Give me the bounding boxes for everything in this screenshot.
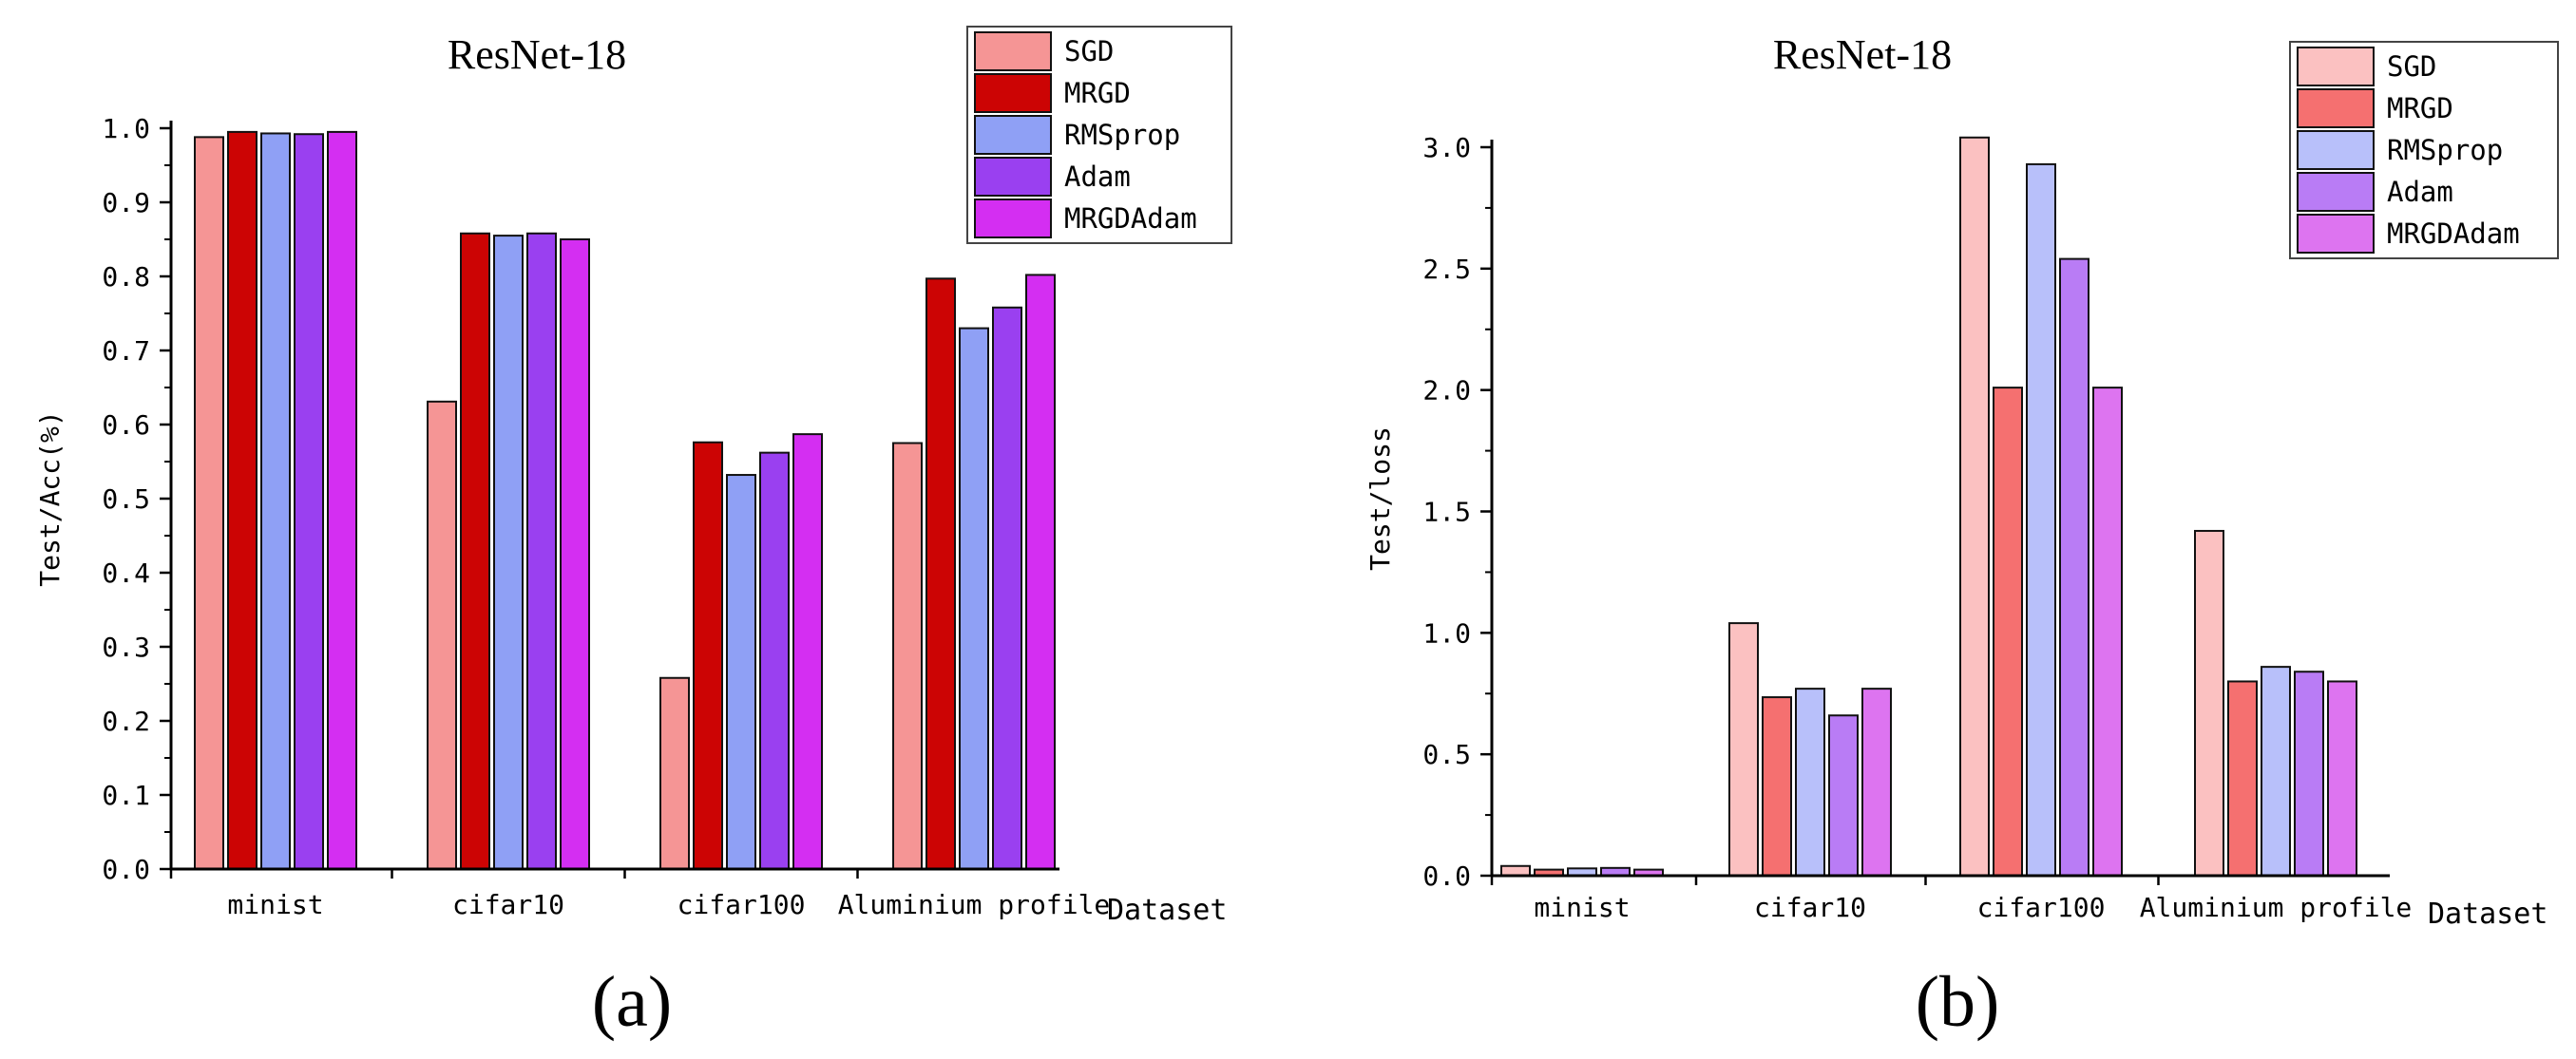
bar-mrgdadam-minist	[327, 130, 357, 870]
y-tick-label: 0.0	[102, 854, 150, 885]
legend-label-adam: Adam	[2387, 176, 2453, 208]
legend-label-adam: Adam	[1064, 161, 1131, 193]
bar-adam-cifar10	[526, 232, 557, 870]
bar-mrgd-cifar10	[1762, 696, 1792, 878]
bar-rmsprop-cifar10	[1795, 688, 1825, 877]
bar-mrgd-aluminium-profile	[2227, 680, 2258, 878]
legend-label-mrgd: MRGD	[1064, 77, 1131, 109]
legend-swatch-rmsprop	[2297, 130, 2375, 170]
y-tick-label: 3.0	[1422, 132, 1471, 163]
bar-rmsprop-aluminium-profile	[959, 327, 989, 871]
x-axis-title: Dataset	[1107, 894, 1227, 927]
bar-sgd-cifar100	[659, 676, 690, 871]
legend: SGD MRGD RMSprop Adam MRGDAdam	[2289, 41, 2559, 259]
bar-rmsprop-cifar100	[2026, 162, 2056, 877]
bar-sgd-cifar100	[1959, 136, 1990, 878]
bar-sgd-aluminium-profile	[892, 442, 923, 870]
y-tick-label: 2.0	[1422, 375, 1471, 407]
x-tick-label: Aluminium profile	[2140, 892, 2413, 923]
x-tick-label: minist	[1534, 892, 1630, 923]
bar-mrgdadam-cifar10	[1861, 688, 1892, 877]
legend-swatch-mrgdadam	[2297, 214, 2375, 254]
bar-mrgd-cifar10	[460, 232, 490, 870]
bar-sgd-minist	[194, 136, 224, 871]
y-tick-label: 2.5	[1422, 254, 1471, 285]
bar-mrgdadam-cifar100	[792, 433, 823, 870]
x-tick-label: minist	[227, 889, 323, 920]
x-tick-label: cifar10	[1754, 892, 1866, 923]
chart-panel-b: ResNet-18 0.0 0.5 1.0 1.5 2.0 2.5 3.0 minist cifa…	[1364, 31, 2559, 1042]
legend-swatch-mrgd	[2297, 88, 2375, 128]
y-tick-label: 0.9	[102, 187, 150, 218]
bar-adam-cifar100	[2059, 257, 2089, 877]
bar-rmsprop-cifar10	[493, 235, 524, 871]
chart-title: ResNet-18	[1773, 31, 1952, 78]
bar-adam-aluminium-profile	[2294, 671, 2324, 877]
x-axis-title: Dataset	[2428, 898, 2547, 931]
bar-mrgd-minist	[227, 130, 258, 870]
y-tick-label: 1.0	[1422, 617, 1471, 649]
legend-swatch-adam	[974, 157, 1052, 197]
bar-sgd-cifar10	[1728, 622, 1759, 878]
y-tick-label: 0.0	[1422, 860, 1471, 892]
legend-swatch-adam	[2297, 172, 2375, 212]
x-tick-label: Aluminium profile	[838, 889, 1111, 920]
chart-title: ResNet-18	[448, 31, 626, 78]
bar-mrgdadam-aluminium-profile	[1025, 274, 1056, 870]
legend-label-mrgd: MRGD	[2387, 92, 2453, 124]
bar-mrgd-cifar100	[1993, 387, 2023, 877]
bar-rmsprop-aluminium-profile	[2261, 666, 2291, 877]
legend-swatch-rmsprop	[974, 115, 1052, 155]
y-tick-label: 0.4	[102, 558, 150, 589]
panel-label: (a)	[592, 962, 672, 1042]
y-axis-title: Test/loss	[1364, 426, 1396, 571]
bar-adam-cifar10	[1828, 714, 1859, 878]
x-tick-label: cifar100	[1977, 892, 2106, 923]
bar-mrgd-cifar100	[693, 441, 723, 870]
legend-swatch-sgd	[2297, 47, 2375, 86]
bar-sgd-cifar10	[427, 400, 457, 870]
legend-label-mrgdadam: MRGDAdam	[1064, 202, 1197, 235]
chart-panel-a: ResNet-18 0.0 0.1 0.2 0.3 0.4 0.5 0.6 0.7 0.8 0.9 1…	[34, 26, 1232, 1042]
legend-swatch-sgd	[974, 31, 1052, 71]
x-tick-label: cifar10	[452, 889, 564, 920]
legend-label-rmsprop: RMSprop	[2387, 134, 2503, 166]
y-tick-label: 0.3	[102, 632, 150, 663]
bar-adam-cifar100	[759, 451, 790, 870]
legend-swatch-mrgdadam	[974, 199, 1052, 238]
bar-mrgdadam-cifar100	[2092, 387, 2123, 877]
bar-adam-aluminium-profile	[992, 306, 1022, 870]
y-tick-label: 0.8	[102, 261, 150, 293]
y-tick-label: 0.6	[102, 409, 150, 441]
bar-sgd-aluminium-profile	[2194, 529, 2224, 877]
bar-mrgdadam-aluminium-profile	[2327, 680, 2357, 878]
y-tick-label: 0.5	[1422, 739, 1471, 770]
y-tick-label: 0.7	[102, 335, 150, 367]
legend-swatch-mrgd	[974, 73, 1052, 113]
legend-label-rmsprop: RMSprop	[1064, 119, 1180, 151]
legend-label-sgd: SGD	[1064, 35, 1114, 67]
bar-rmsprop-minist	[260, 132, 291, 870]
y-tick-label: 1.0	[102, 113, 150, 144]
y-tick-label: 0.5	[102, 483, 150, 515]
y-tick-label: 1.5	[1422, 497, 1471, 528]
bar-sgd-minist	[1500, 864, 1531, 877]
panel-label: (b)	[1916, 962, 2000, 1042]
legend-label-mrgdadam: MRGDAdam	[2387, 217, 2520, 250]
y-tick-label: 0.2	[102, 706, 150, 737]
legend-label-sgd: SGD	[2387, 50, 2436, 83]
x-tick-label: cifar100	[677, 889, 806, 920]
bar-mrgd-aluminium-profile	[925, 277, 956, 870]
bar-adam-minist	[294, 133, 324, 871]
bar-mrgdadam-cifar10	[560, 238, 590, 870]
legend: SGD MRGD RMSprop Adam MRGDAdam	[966, 26, 1232, 244]
y-tick-label: 0.1	[102, 780, 150, 811]
y-axis-title: Test/Acc(%)	[34, 410, 66, 586]
bar-rmsprop-cifar100	[726, 474, 756, 870]
